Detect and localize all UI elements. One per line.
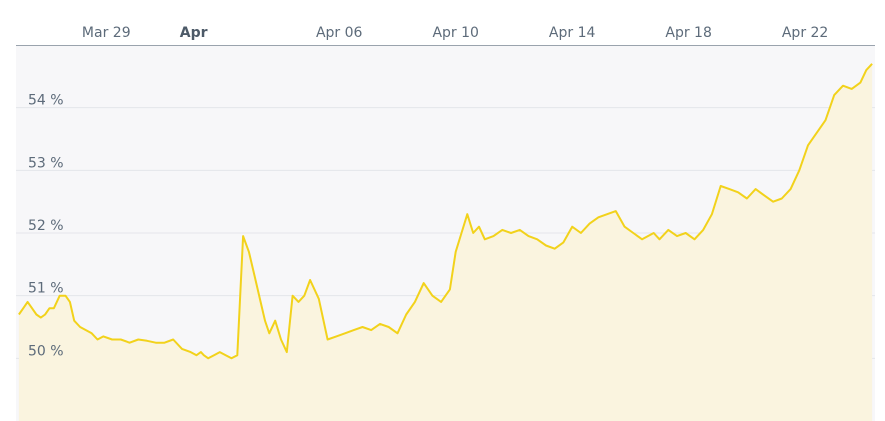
x-tick-label: Apr 22 (782, 25, 828, 41)
series-line (18, 63, 873, 360)
top-axis-band (16, 10, 875, 45)
x-tick-label: Mar 29 (82, 25, 131, 41)
y-tick-label: 50 % (28, 343, 64, 359)
y-tick-label: 51 % (28, 281, 64, 297)
y-tick-label: 54 % (28, 93, 64, 109)
y-tick-label: 53 % (28, 155, 64, 171)
x-tick-label: Apr 06 (316, 25, 363, 41)
x-tick-label: Apr 14 (549, 25, 596, 41)
y-axis-ticks: 50 % 51 % 52 % 53 % 54 % (28, 93, 64, 360)
x-tick-label: Apr (180, 25, 208, 41)
y-tick-label: 52 % (28, 218, 64, 234)
x-tick-label: Apr 10 (432, 25, 478, 41)
series-area-fill (18, 63, 873, 421)
x-axis-ticks: Mar 29 Apr Apr 06 Apr 10 Apr 14 Apr 18 Apr 22 (82, 25, 828, 41)
x-tick-label: Apr 18 (665, 25, 711, 41)
